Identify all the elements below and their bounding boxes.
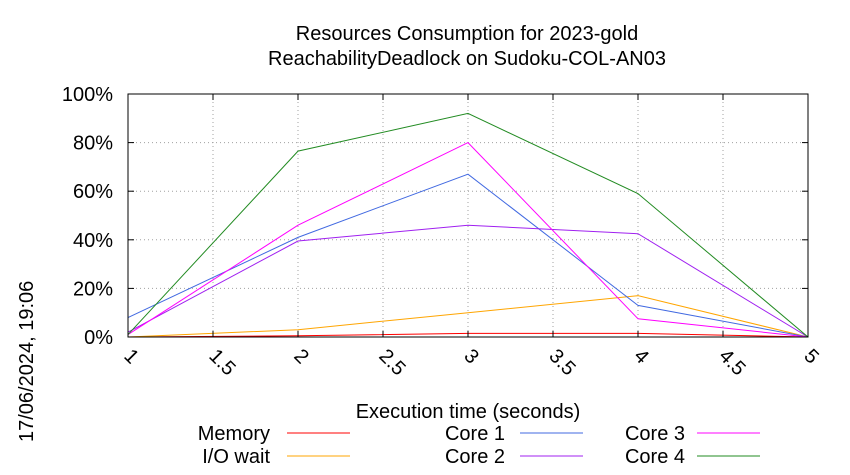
legend-label: Memory xyxy=(198,423,270,445)
y-tick-label: 0% xyxy=(84,327,113,349)
legend-label: Core 2 xyxy=(445,446,505,468)
legend-label: I/O wait xyxy=(202,446,270,468)
legend-label: Core 4 xyxy=(625,446,685,468)
x-tick-label: 3 xyxy=(459,345,482,368)
series-line-core-2 xyxy=(127,224,809,338)
series-line-core-1 xyxy=(127,173,809,338)
grid-lines xyxy=(128,94,808,337)
x-tick-label: 1.5 xyxy=(204,345,239,380)
x-tick-label: 4.5 xyxy=(714,345,749,380)
y-tick-label: 40% xyxy=(73,230,113,252)
series-line-i-o-wait xyxy=(127,295,809,338)
x-tick-label: 2 xyxy=(289,345,312,368)
y-tick-label: 60% xyxy=(73,181,113,203)
legend-label: Core 1 xyxy=(445,423,505,445)
x-axis-label: Execution time (seconds) xyxy=(356,401,581,423)
y-tick-label: 20% xyxy=(73,278,113,300)
x-tick-label: 2.5 xyxy=(374,345,409,380)
x-tick-label: 4 xyxy=(629,345,652,368)
chart-title: Resources Consumption for 2023-gold xyxy=(296,23,638,45)
x-tick-label: 3.5 xyxy=(544,345,579,380)
timestamp-label: 17/06/2024, 19:06 xyxy=(16,281,38,442)
y-tick-labels: 0% 20% 40% 60% 80% 100% xyxy=(62,84,808,349)
legend-label: Core 3 xyxy=(625,423,685,445)
x-tick-label: 1 xyxy=(119,345,142,368)
y-tick-label: 100% xyxy=(62,84,113,106)
series-line-core-4 xyxy=(127,112,809,338)
x-tick-label: 5 xyxy=(799,345,822,368)
series-line-core-3 xyxy=(127,141,809,338)
y-tick-label: 80% xyxy=(73,133,113,155)
chart-subtitle: ReachabilityDeadlock on Sudoku-COL-AN03 xyxy=(268,48,666,70)
